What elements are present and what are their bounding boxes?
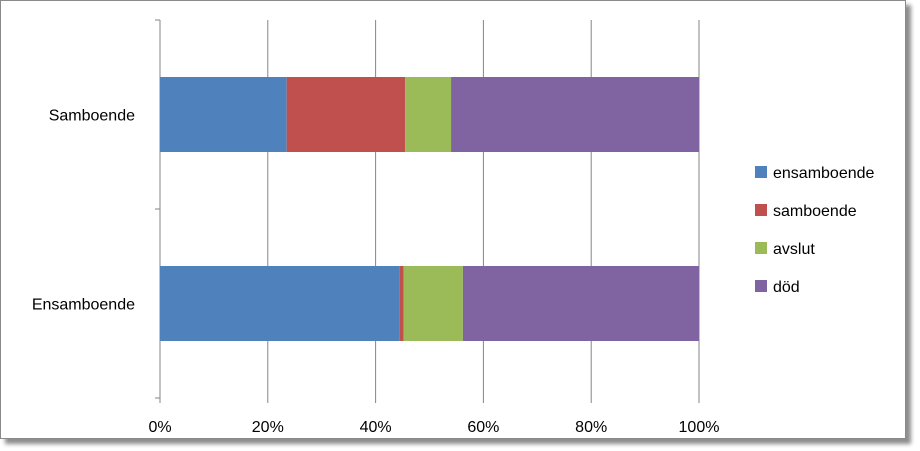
legend-label: död — [773, 279, 800, 296]
bar-segment-ensamboende — [160, 77, 287, 152]
legend-label: avslut — [773, 241, 815, 258]
x-tick-label: 100% — [679, 419, 720, 436]
category-label: Samboende — [49, 108, 135, 125]
legend-label: samboende — [773, 203, 857, 220]
legend-swatch-samboende — [755, 204, 767, 216]
x-tick-label: 0% — [148, 419, 171, 436]
category-label: Ensamboende — [32, 297, 135, 314]
legend-swatch-avslut — [755, 242, 767, 254]
bar-segment-avslut — [405, 77, 452, 152]
stacked-bar-chart: Samboende Ensamboende 0% 20% 40% 60% 80% 100% en… — [32, 19, 875, 436]
x-tick-label: 60% — [467, 419, 499, 436]
bar-segment-avslut — [403, 266, 463, 341]
bar-segment-d-d — [462, 266, 699, 341]
legend-swatch-ensamboende — [755, 166, 767, 178]
bar-segment-ensamboende — [160, 266, 400, 341]
bar-segment-samboende — [286, 77, 406, 152]
bar-segment-d-d — [451, 77, 699, 152]
bar-segment-samboende — [399, 266, 404, 341]
chart-frame — [0, 0, 906, 439]
legend-swatch-d-d — [755, 280, 767, 292]
x-tick-label: 20% — [252, 419, 284, 436]
x-tick-label: 40% — [360, 419, 392, 436]
x-tick-label: 80% — [575, 419, 607, 436]
legend-label: ensamboende — [773, 165, 875, 182]
